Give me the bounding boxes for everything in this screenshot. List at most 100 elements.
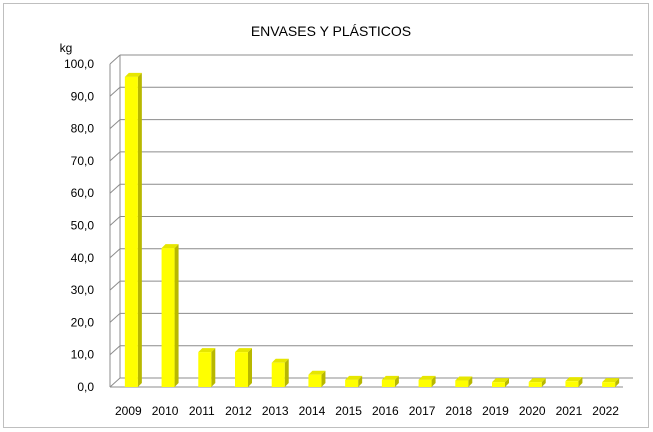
bar-top (528, 378, 546, 383)
bar (381, 375, 399, 387)
x-tick-label: 2011 (189, 404, 215, 418)
bar-front (345, 379, 359, 387)
bar-side (358, 375, 363, 387)
gridline-side (109, 216, 121, 226)
bar-front (565, 381, 579, 387)
bar-front (418, 379, 432, 387)
bar-side (211, 348, 216, 387)
y-tick-label: 90,0 (71, 89, 95, 103)
bar-side (284, 358, 289, 387)
x-tick-label: 2012 (225, 404, 252, 418)
bar-front (124, 76, 138, 388)
x-tick-label: 2013 (262, 404, 289, 418)
gridline-side (109, 86, 121, 97)
x-tick-label: 2019 (482, 404, 509, 418)
bar (528, 378, 546, 387)
bar-top (565, 377, 583, 382)
gridline-side (109, 54, 121, 65)
bar-top (124, 72, 142, 77)
bar-top (602, 378, 620, 383)
bar-front (492, 382, 505, 387)
y-tick-label: 0,0 (77, 380, 94, 394)
bars (124, 72, 620, 388)
gridline-side (109, 248, 121, 259)
gridline-side (109, 313, 121, 323)
x-axis-ticks: 2009 2010 2011 2012 2013 2014 2015 2016 2017 2018… (115, 404, 619, 418)
bar (565, 377, 583, 387)
gridline-side (109, 280, 121, 291)
bar-front (308, 374, 322, 387)
bar (235, 348, 252, 387)
bar-top (271, 358, 289, 363)
bar-front (528, 382, 542, 387)
x-tick-label: 2020 (519, 404, 546, 418)
y-tick-label: 70,0 (71, 154, 95, 168)
bar-side (394, 375, 399, 387)
bar-top (308, 370, 326, 375)
bar (345, 375, 363, 387)
bar (198, 348, 216, 387)
bar-top (161, 244, 179, 249)
gridline-side (109, 345, 121, 356)
bar-side (578, 377, 583, 387)
bar-side (468, 376, 473, 387)
bar (161, 244, 179, 387)
x-tick-label: 2014 (299, 404, 326, 418)
gridline-side (109, 377, 121, 388)
x-tick-label: 2021 (556, 404, 583, 418)
x-tick-label: 2009 (115, 404, 142, 418)
gridline-side (109, 119, 121, 129)
bar (418, 375, 436, 387)
bar (602, 378, 620, 387)
bar-top (455, 376, 473, 381)
y-axis-ticks: 0,0 10,0 20,0 30,0 40,0 50,0 60,0 70,0 80,0 90,0 1… (64, 57, 94, 394)
bar-front (455, 380, 469, 387)
bar-side (321, 370, 326, 387)
gridlines (109, 54, 633, 388)
bar-top (381, 375, 399, 380)
x-tick-label: 2017 (409, 404, 436, 418)
bar-top (235, 348, 252, 353)
chart-frame (3, 3, 649, 428)
x-tick-label: 2018 (445, 404, 472, 418)
gridline-side (109, 183, 121, 194)
chart-title: ENVASES Y PLÁSTICOS (251, 23, 411, 39)
bar-front (235, 352, 248, 387)
bar-top (418, 375, 436, 380)
bar-top (345, 375, 363, 380)
y-tick-label: 20,0 (71, 315, 95, 329)
gridline-side (109, 151, 121, 162)
bar (308, 370, 326, 387)
bar-front (381, 379, 395, 387)
bar-front (161, 248, 175, 387)
bar-top (198, 348, 216, 353)
bar-front (602, 382, 616, 387)
x-tick-label: 2010 (152, 404, 179, 418)
bar (271, 358, 289, 387)
y-axis-unit-label: kg (60, 41, 73, 55)
bar-side (541, 378, 546, 387)
bar-front (198, 352, 212, 387)
bar-front (271, 362, 285, 387)
bar (124, 72, 142, 388)
bar-side (137, 72, 142, 388)
bar-side (431, 375, 436, 387)
x-tick-label: 2015 (335, 404, 362, 418)
bar-side (174, 244, 179, 387)
y-tick-label: 30,0 (71, 283, 95, 297)
y-tick-label: 60,0 (71, 186, 95, 200)
bar-side (248, 348, 252, 387)
y-tick-label: 50,0 (71, 219, 95, 233)
bar-side (505, 378, 509, 387)
y-tick-label: 100,0 (64, 57, 94, 71)
x-tick-label: 2022 (592, 404, 619, 418)
bar-side (615, 378, 620, 387)
y-tick-label: 40,0 (71, 251, 95, 265)
y-tick-label: 10,0 (71, 348, 95, 362)
x-tick-label: 2016 (372, 404, 399, 418)
bar (455, 376, 473, 387)
y-tick-label: 80,0 (71, 122, 95, 136)
bar-top (492, 378, 509, 383)
bar (492, 378, 509, 387)
